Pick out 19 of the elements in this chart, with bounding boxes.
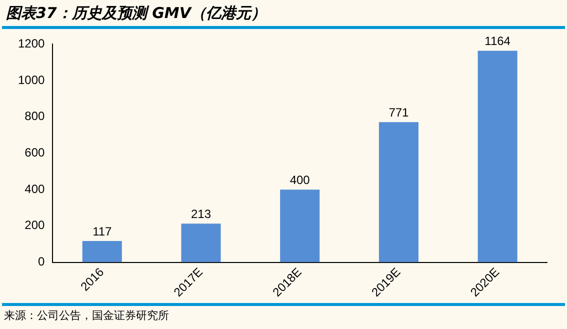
bar xyxy=(378,122,418,262)
bar xyxy=(181,224,221,262)
bar xyxy=(478,50,518,262)
bar xyxy=(280,190,320,262)
source-note: 来源：公司公告，国金证券研究所 xyxy=(2,303,565,323)
data-label: 117 xyxy=(92,224,112,238)
data-label: 1164 xyxy=(484,34,511,48)
y-tick-label: 800 xyxy=(24,109,46,124)
data-label: 400 xyxy=(290,172,310,187)
data-label: 771 xyxy=(388,105,410,120)
y-tick-label: 200 xyxy=(24,218,46,232)
y-tick-label: 600 xyxy=(24,146,46,160)
chart-title: 图表37：历史及预测 GMV（亿港元） xyxy=(2,0,565,29)
y-tick-label: 1000 xyxy=(18,72,46,87)
y-tick-label: 0 xyxy=(38,254,46,269)
data-label: 213 xyxy=(190,206,212,221)
y-tick-label: 400 xyxy=(24,182,46,196)
bar xyxy=(82,241,122,262)
y-tick-label: 1200 xyxy=(18,36,46,51)
